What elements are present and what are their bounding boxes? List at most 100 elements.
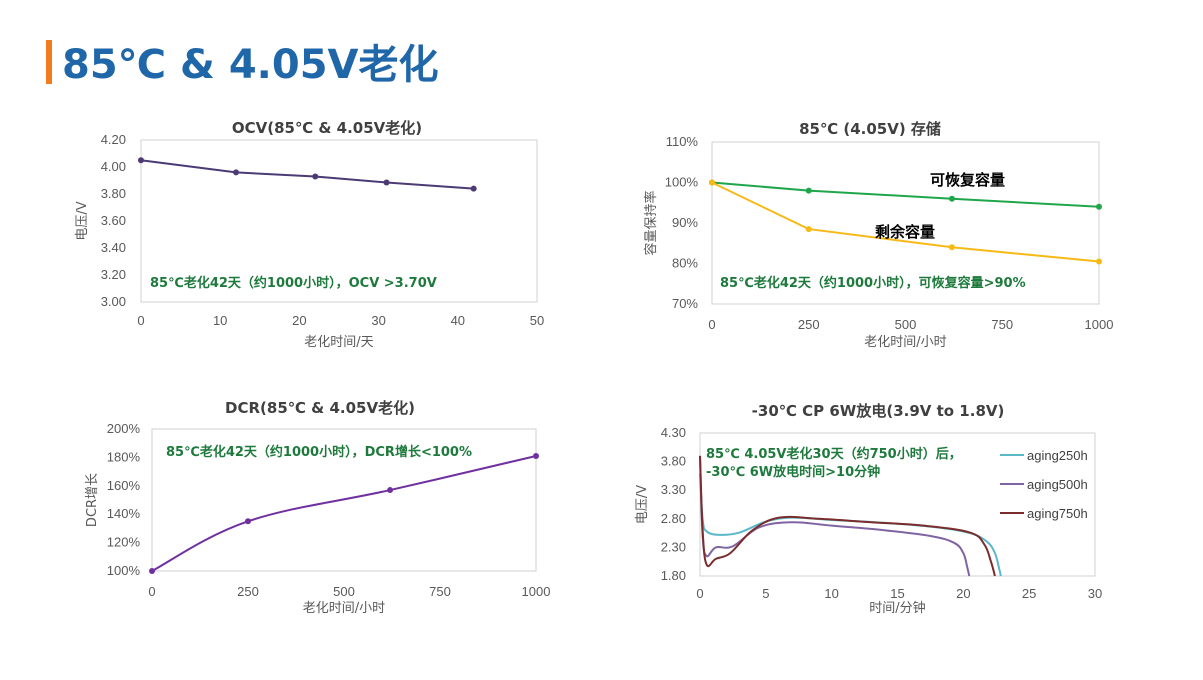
y-tick-label: 80% [672,256,698,271]
x-tick-label: 30 [1088,586,1102,601]
chart-ocv: OCV(85℃ & 4.05V老化) 3.00 3.20 3.40 3.60 3.80 4.… [75,119,544,350]
x-tick-label: 500 [895,317,917,332]
title-accent-bar [46,40,52,84]
chart-annotation: 85℃老化42天（约1000小时），可恢复容量>90% [720,275,1026,291]
y-tick-label: 100% [107,563,141,578]
x-tick-label: 15 [890,586,904,601]
y-tick-label: 4.30 [661,425,686,440]
x-tick-label: 0 [148,584,155,599]
data-point [387,487,394,494]
y-axis-label: DCR增长 [85,473,100,527]
x-tick-label: 10 [213,313,227,328]
y-axis-label: 电压/V [635,485,650,524]
x-tick-label: 750 [429,584,451,599]
y-tick-label: 2.30 [661,539,686,554]
series-line-0 [140,159,474,190]
y-tick-label: 3.60 [101,213,126,228]
plot-area [711,141,1100,305]
plot-area [699,432,1096,577]
x-tick-label: 40 [451,313,465,328]
y-tick-label: 3.80 [101,186,126,201]
chart-title: OCV(85℃ & 4.05V老化) [232,119,422,137]
chart-title: DCR(85℃ & 4.05V老化) [225,399,415,417]
y-tick-label: 4.20 [101,132,126,147]
chart-annotation: 85℃老化42天（约1000小时），DCR增长<100% [166,444,472,460]
y-tick-label: 110% [666,134,699,149]
x-tick-label: 10 [824,586,838,601]
data-point [312,173,319,180]
x-tick-label: 0 [696,586,703,601]
x-tick-label: 5 [762,586,769,601]
x-axis-label: 老化时间/小时 [303,601,385,616]
series-line-0 [699,472,1002,577]
x-tick-label: 1000 [1085,317,1114,332]
chart-storage: 85℃ (4.05V) 存储 70% 80% 90% 100% 110% 0 250 500 75… [643,120,1113,350]
legend-entry: aging750h [1027,506,1088,521]
data-point [233,169,240,176]
data-point [245,518,251,525]
data-point [709,179,715,186]
y-tick-label: 3.00 [101,294,126,309]
data-point [948,195,955,202]
series-line-0 [151,455,537,572]
y-tick-label: 3.80 [661,454,686,469]
series-label-recoverable: 可恢复容量 [930,171,1005,189]
chart-dcr: DCR(85℃ & 4.05V老化) 100% 120% 140% 160% 180% 20… [85,399,550,616]
data-point [805,187,812,194]
y-tick-label: 3.30 [661,482,686,497]
x-tick-label: 500 [333,584,355,599]
x-axis-label: 老化时间/小时 [864,335,946,350]
x-tick-label: 250 [237,584,259,599]
data-point [470,185,477,192]
data-point [383,179,390,186]
y-tick-label: 120% [107,535,141,550]
x-tick-label: 30 [371,313,385,328]
x-tick-label: 250 [798,317,820,332]
x-axis-label: 老化时间/天 [304,335,373,350]
series-line-0 [711,181,1100,208]
series-line-1 [699,455,971,577]
series-line-1 [711,181,1100,263]
x-tick-label: 0 [708,317,715,332]
y-tick-label: 3.20 [101,267,126,282]
x-tick-label: 50 [530,313,544,328]
plot-area [151,428,537,572]
data-point [805,226,812,233]
page-title: 85℃ & 4.05V老化 [62,42,439,88]
y-tick-label: 2.80 [661,511,686,526]
chart-annotation: 85℃老化42天（约1000小时），OCV >3.70V [150,275,437,291]
x-tick-label: 20 [292,313,306,328]
x-tick-label: 20 [956,586,970,601]
data-point [948,244,955,251]
y-tick-label: 200% [107,421,141,436]
legend-entry: aging500h [1027,477,1088,492]
y-tick-label: 4.00 [101,159,126,174]
chart-discharge: -30℃ CP 6W放电(3.9V to 1.8V) 1.80 2.30 2.80 3.… [635,402,1102,616]
y-axis-label: 容量保持率 [643,190,659,255]
chart-annotation-line-1: 85℃ 4.05V老化30天（约750小时）后， [706,446,962,462]
y-tick-label: 180% [107,449,141,464]
x-tick-label: 1000 [522,584,551,599]
y-tick-label: 100% [665,175,699,190]
plot-area [140,139,538,303]
y-tick-label: 3.40 [101,240,126,255]
data-point [1096,258,1102,265]
y-tick-label: 1.80 [661,568,686,583]
chart-annotation-line-2: -30℃ 6W放电时间>10分钟 [706,464,880,480]
x-tick-label: 750 [991,317,1013,332]
y-tick-label: 160% [107,478,141,493]
data-point [138,157,144,164]
x-tick-label: 25 [1022,586,1036,601]
y-axis-label: 电压/V [75,201,90,240]
series-line-2 [699,455,996,577]
legend-entry: aging250h [1027,448,1088,463]
y-tick-label: 90% [672,215,698,230]
data-point [149,568,155,574]
data-point [1096,203,1102,210]
series-label-remaining: 剩余容量 [875,223,935,241]
y-tick-label: 70% [672,296,698,311]
x-axis-label: 时间/分钟 [869,600,925,616]
data-point [533,452,539,459]
chart-title: -30℃ CP 6W放电(3.9V to 1.8V) [752,402,1005,420]
